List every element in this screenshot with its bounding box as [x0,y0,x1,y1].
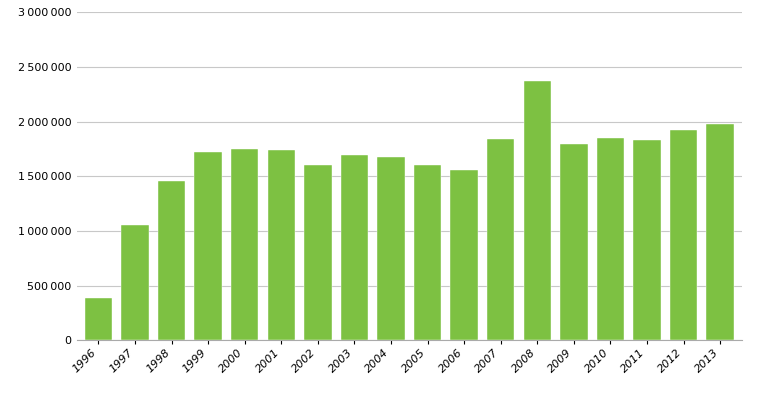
Bar [523,81,551,340]
Bar [122,225,148,340]
Bar [377,157,405,340]
Bar [706,124,734,340]
Bar [158,181,185,340]
Bar [194,152,222,340]
Bar [560,144,588,340]
Bar [268,149,295,340]
Bar [487,139,514,340]
Bar [304,166,331,340]
Bar [231,149,259,340]
Bar [85,298,112,340]
Bar [670,130,697,340]
Bar [451,171,478,340]
Bar [340,155,368,340]
Bar [597,138,624,340]
Bar [633,140,661,340]
Bar [414,166,441,340]
